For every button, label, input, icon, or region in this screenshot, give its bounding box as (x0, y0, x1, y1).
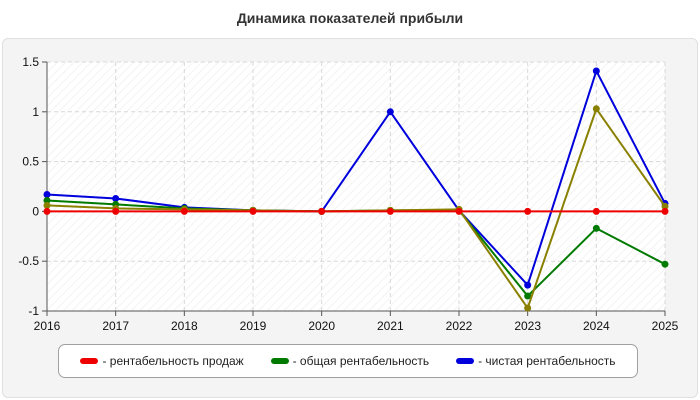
data-point-2[interactable] (524, 281, 532, 289)
data-point-0[interactable] (524, 207, 532, 215)
x-tick-label: 2017 (102, 319, 129, 333)
data-point-0[interactable] (318, 207, 326, 215)
plot-area (47, 62, 665, 311)
legend-swatch-green (270, 358, 289, 364)
data-point-2[interactable] (592, 67, 600, 75)
data-point-2[interactable] (386, 108, 394, 116)
x-tick-label: 2019 (240, 319, 267, 333)
data-point-0[interactable] (249, 207, 257, 215)
data-point-3[interactable] (43, 201, 51, 209)
legend-label: - рентабельность продаж (102, 354, 244, 368)
data-point-1[interactable] (592, 224, 600, 232)
y-tick-label: 0 (32, 204, 39, 218)
data-point-0[interactable] (455, 207, 463, 215)
series-line-2 (46, 69, 666, 287)
y-tick-label: 0.5 (22, 155, 39, 169)
x-tick-label: 2020 (308, 319, 335, 333)
data-point-1[interactable] (43, 196, 51, 204)
data-point-3[interactable] (592, 105, 600, 113)
y-tick-label: -1 (28, 304, 39, 318)
data-point-2[interactable] (43, 190, 51, 198)
x-tick-label: 2018 (171, 319, 198, 333)
data-point-2[interactable] (112, 194, 120, 202)
legend: - рентабельность продаж - общая рентабел… (58, 344, 638, 378)
legend-item-sales-profitability[interactable]: - рентабельность продаж (80, 354, 244, 368)
x-tick-label: 2016 (34, 319, 61, 333)
y-tick-label: 1.5 (22, 55, 39, 69)
legend-item-total-profitability[interactable]: - общая рентабельность (270, 354, 430, 368)
x-tick-label: 2021 (377, 319, 404, 333)
data-point-0[interactable] (43, 207, 51, 215)
legend-swatch-red (80, 358, 99, 364)
x-tick-label: 2025 (652, 319, 679, 333)
data-point-0[interactable] (386, 207, 394, 215)
data-point-0[interactable] (112, 207, 120, 215)
legend-item-net-profitability[interactable]: - чистая рентабельность (456, 354, 616, 368)
data-point-1[interactable] (524, 292, 532, 300)
legend-swatch-blue (456, 358, 475, 364)
data-point-3[interactable] (661, 202, 669, 210)
y-tick-label: -0.5 (18, 254, 39, 268)
data-point-0[interactable] (592, 207, 600, 215)
x-tick-label: 2024 (583, 319, 610, 333)
data-point-0[interactable] (661, 207, 669, 215)
x-tick-label: 2022 (446, 319, 473, 333)
data-point-0[interactable] (180, 207, 188, 215)
data-point-1[interactable] (661, 260, 669, 268)
y-tick-label: 1 (32, 105, 39, 119)
data-point-3[interactable] (524, 304, 532, 312)
x-tick-label: 2023 (514, 319, 541, 333)
chart-title: Динамика показателей прибыли (236, 10, 464, 26)
legend-label: - чистая рентабельность (478, 354, 616, 368)
legend-label: - общая рентабельность (292, 354, 430, 368)
series-lines (43, 67, 669, 312)
